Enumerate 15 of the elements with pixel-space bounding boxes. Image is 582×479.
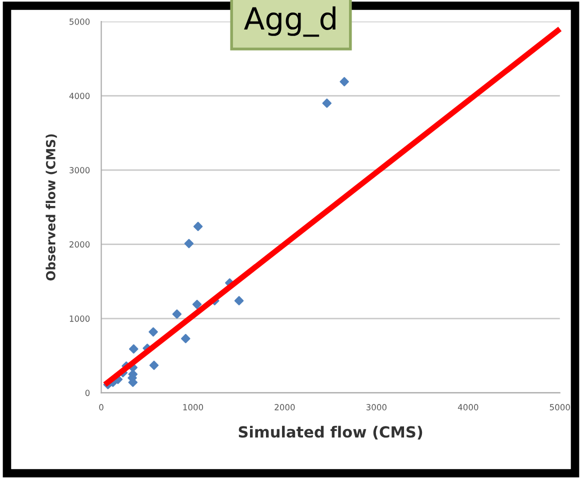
x-tick-label: 1000 (183, 404, 204, 410)
x-tick-label: 5000 (550, 404, 570, 410)
x-tick-label: 0 (99, 404, 104, 410)
y-tick-label: 0 (85, 390, 90, 396)
y-axis-title: Observed flow (CMS) (46, 134, 57, 280)
chart-title: Agg_d (244, 6, 336, 37)
x-tick-label: 2000 (274, 404, 295, 410)
y-tick-label: 3000 (70, 167, 90, 174)
x-axis-title: Simulated flow (CMS) (238, 426, 422, 440)
x-tick-label: 3000 (366, 404, 386, 410)
y-tick-label: 5000 (70, 18, 90, 25)
y-tick-label: 1000 (70, 316, 90, 322)
x-tick-label: 4000 (458, 404, 478, 410)
y-tick-label: 2000 (70, 241, 90, 248)
y-tick-label: 4000 (69, 92, 90, 100)
